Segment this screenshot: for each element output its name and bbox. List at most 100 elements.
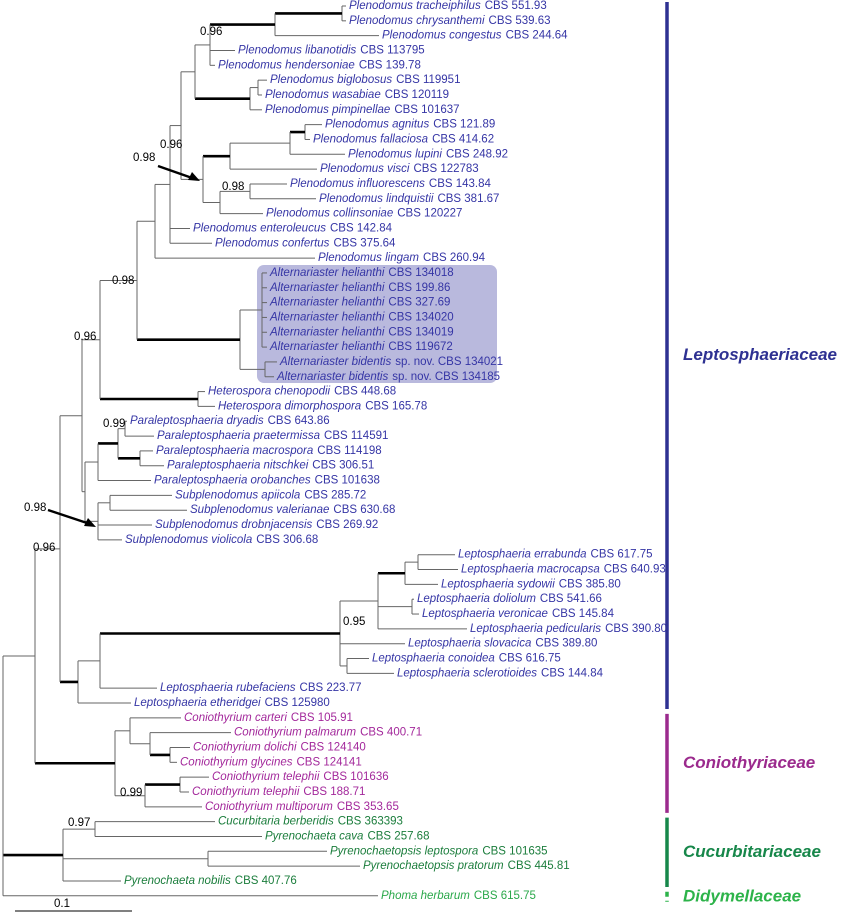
taxon-name: Plenodomus agnitus bbox=[325, 119, 429, 131]
leaf-label: Paraleptosphaeria dryadis CBS 643.86 bbox=[130, 415, 330, 427]
leaf-label: Leptosphaeria sclerotioides CBS 144.84 bbox=[397, 667, 604, 679]
support-value: 0.96 bbox=[160, 139, 182, 151]
leaf-label: Leptosphaeria etheridgei CBS 125980 bbox=[134, 697, 330, 709]
strain: CBS 407.76 bbox=[235, 875, 297, 887]
taxon-name: Plenodomus collinsoniae bbox=[266, 208, 393, 220]
strain: CBS 114198 bbox=[317, 445, 381, 457]
strain: CBS 119672 bbox=[388, 341, 452, 353]
strain: CBS 134020 bbox=[388, 311, 453, 323]
strain: CBS 113795 bbox=[360, 45, 424, 57]
leaf-label: Leptosphaeria conoidea CBS 616.75 bbox=[372, 653, 561, 665]
taxon-name: Coniothyrium palmarum bbox=[234, 727, 356, 739]
leaf-label: Plenodomus visci CBS 122783 bbox=[320, 163, 479, 175]
taxon-name: Phoma herbarum bbox=[381, 890, 470, 902]
strain: CBS 285.72 bbox=[304, 489, 366, 501]
leaf-label: Coniothyrium multiporum CBS 353.65 bbox=[205, 801, 399, 813]
leaf-label: Subplenodomus violicola CBS 306.68 bbox=[125, 534, 318, 546]
taxon-name: Coniothyrium dolichi bbox=[193, 742, 297, 754]
taxon-name: Alternariaster helianthi bbox=[269, 341, 385, 353]
strain: CBS 306.51 bbox=[312, 460, 374, 472]
taxon-name: Leptosphaeria errabunda bbox=[458, 549, 587, 561]
leaf-label: Alternariaster helianthi CBS 134019 bbox=[269, 326, 454, 338]
taxon-name: Cucurbitaria berberidis bbox=[218, 816, 334, 828]
tree-branches bbox=[2, 5, 467, 897]
leaf-label: Pyrenochaeta nobilis CBS 407.76 bbox=[124, 875, 297, 887]
taxon-name: Plenodomus confertus bbox=[215, 237, 330, 249]
taxon-name: Coniothyrium telephii bbox=[212, 771, 320, 783]
taxon-name: Pyrenochaetopsis leptospora bbox=[330, 845, 478, 857]
support-value: 0.99 bbox=[103, 418, 125, 430]
taxon-name: Coniothyrium telephii bbox=[192, 786, 300, 798]
taxon-name: Plenodomus fallaciosa bbox=[313, 134, 428, 146]
taxon-name: Alternariaster helianthi bbox=[269, 267, 385, 279]
taxon-name: Leptosphaeria slovacica bbox=[408, 638, 531, 650]
leaf-label: Plenodomus libanotidis CBS 113795 bbox=[238, 45, 425, 57]
strain: CBS 120119 bbox=[385, 89, 449, 101]
strain: CBS 643.86 bbox=[268, 415, 330, 427]
leaf-label: Coniothyrium palmarum CBS 400.71 bbox=[234, 727, 422, 739]
leaf-label: Subplenodomus valerianae CBS 630.68 bbox=[190, 504, 395, 516]
family-name: Didymellaceae bbox=[683, 886, 801, 905]
leaf-label: Cucurbitaria berberidis CBS 363393 bbox=[218, 816, 403, 828]
arrow bbox=[157, 164, 196, 181]
arrowhead bbox=[84, 518, 96, 527]
leaf-label: Subplenodomus drobnjacensis CBS 269.92 bbox=[155, 519, 378, 531]
leaf-label: Paraleptosphaeria macrospora CBS 114198 bbox=[156, 445, 382, 457]
support-value: 0.95 bbox=[343, 616, 365, 628]
leaf-label: Coniothyrium telephii CBS 101636 bbox=[212, 771, 389, 783]
arrow bbox=[47, 508, 91, 526]
support-value: 0.98 bbox=[24, 502, 46, 514]
leaf-label: Plenodomus confertus CBS 375.64 bbox=[215, 237, 396, 249]
strain: CBS 375.64 bbox=[333, 237, 396, 249]
strain: CBS 125980 bbox=[265, 697, 330, 709]
leaf-label: Plenodomus fallaciosa CBS 414.62 bbox=[313, 134, 494, 146]
leaf-label: Leptosphaeria pedicularis CBS 390.80 bbox=[470, 623, 667, 635]
leaf-label: Subplenodomus apiicola CBS 285.72 bbox=[175, 489, 366, 501]
taxon-name: Plenodomus lupini bbox=[348, 148, 442, 160]
strain: CBS 114591 bbox=[324, 430, 388, 442]
support-value: 0.98 bbox=[112, 275, 134, 287]
leaf-label: Coniothyrium glycines CBS 124141 bbox=[180, 756, 362, 768]
taxon-name: Coniothyrium multiporum bbox=[205, 801, 333, 813]
leaf-label: Pyrenochaetopsis pratorum CBS 445.81 bbox=[363, 860, 570, 872]
strain: sp. nov. CBS 134021 bbox=[395, 356, 503, 368]
leaf-label: Plenodomus chrysanthemi CBS 539.63 bbox=[349, 15, 551, 27]
support-value: 0.97 bbox=[68, 817, 90, 829]
taxon-name: Paraleptosphaeria macrospora bbox=[156, 445, 313, 457]
strain: CBS 142.84 bbox=[330, 222, 393, 234]
taxon-name: Paraleptosphaeria orobanches bbox=[154, 475, 311, 487]
strain: CBS 541.66 bbox=[540, 593, 602, 605]
strain: CBS 121.89 bbox=[433, 119, 495, 131]
leaf-label: Leptosphaeria macrocapsa CBS 640.93 bbox=[461, 564, 666, 576]
strain: CBS 353.65 bbox=[337, 801, 399, 813]
leaf-label: Paraleptosphaeria praetermissa CBS 114591 bbox=[157, 430, 388, 442]
support-value: 0.96 bbox=[200, 26, 222, 38]
leaf-label: Plenodomus wasabiae CBS 120119 bbox=[265, 89, 449, 101]
taxon-name: Leptosphaeria doliolum bbox=[417, 593, 536, 605]
strain: CBS 223.77 bbox=[300, 682, 362, 694]
taxon-name: Alternariaster bidentis bbox=[276, 371, 388, 383]
leaf-label: Leptosphaeria sydowii CBS 385.80 bbox=[441, 578, 621, 590]
strain: CBS 389.80 bbox=[535, 638, 597, 650]
leaf-label: Plenodomus lindquistii CBS 381.67 bbox=[319, 193, 499, 205]
leaf-label: Plenodomus lingam CBS 260.94 bbox=[318, 252, 486, 264]
leaf-label: Plenodomus tracheiphilus CBS 551.93 bbox=[349, 0, 547, 12]
strain: CBS 363393 bbox=[338, 816, 403, 828]
leaf-label: Heterospora dimorphospora CBS 165.78 bbox=[218, 400, 427, 412]
leaf-label: Plenodomus lupini CBS 248.92 bbox=[348, 148, 508, 160]
leaf-label: Alternariaster bidentis sp. nov. CBS 1341… bbox=[276, 371, 500, 383]
arrowhead bbox=[188, 172, 200, 181]
strain: CBS 551.93 bbox=[485, 0, 547, 12]
leaf-label: Pyrenochaeta cava CBS 257.68 bbox=[265, 831, 429, 843]
leaf-label: Leptosphaeria rubefaciens CBS 223.77 bbox=[160, 682, 362, 694]
taxon-name: Coniothyrium carteri bbox=[184, 712, 287, 724]
strain: CBS 306.68 bbox=[256, 534, 318, 546]
leaf-label: Alternariaster helianthi CBS 134020 bbox=[269, 311, 454, 323]
taxon-name: Plenodomus wasabiae bbox=[265, 89, 381, 101]
leaf-label: Alternariaster helianthi CBS 134018 bbox=[269, 267, 454, 279]
taxon-name: Leptosphaeria sclerotioides bbox=[397, 667, 537, 679]
family-bars: Leptosphaeriaceae Coniothyriaceae Cucurbit… bbox=[665, 2, 837, 905]
strain: CBS 120227 bbox=[397, 208, 462, 220]
strain: CBS 385.80 bbox=[559, 578, 621, 590]
leaf-label: Plenodomus collinsoniae CBS 120227 bbox=[266, 208, 462, 220]
